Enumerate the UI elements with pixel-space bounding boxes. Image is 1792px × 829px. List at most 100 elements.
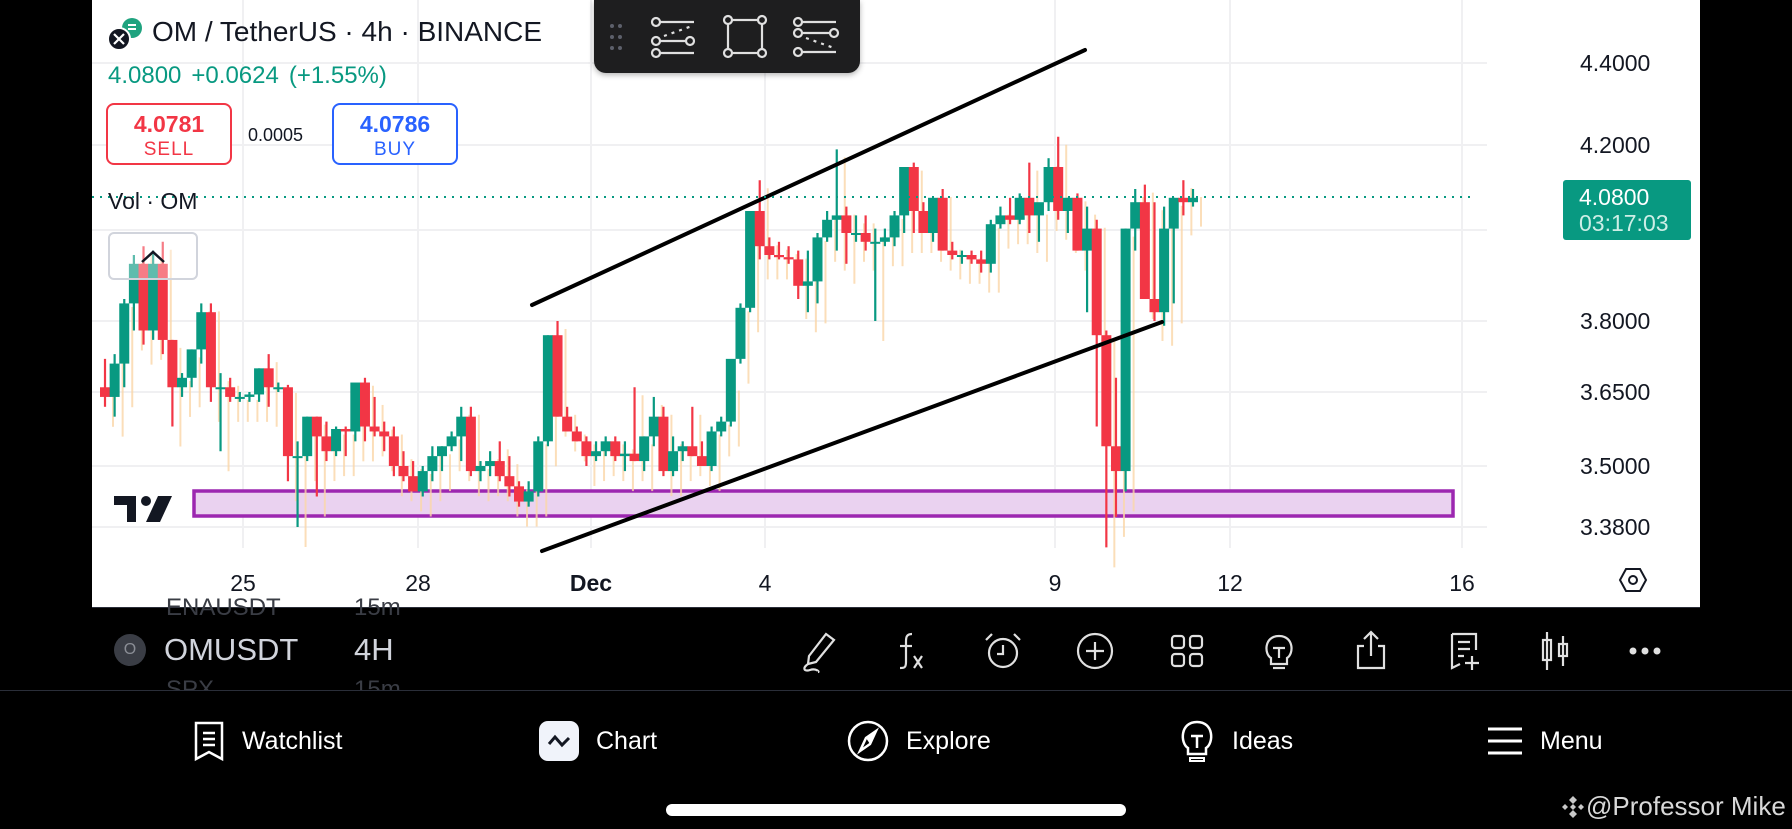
candle-body[interactable] (1005, 215, 1016, 220)
more-options-icon[interactable] (1622, 628, 1668, 674)
candle-body[interactable] (793, 259, 804, 286)
drag-handle-icon[interactable] (608, 22, 624, 52)
candle-body[interactable] (157, 263, 168, 340)
candle-body[interactable] (658, 416, 669, 472)
candle-body[interactable] (687, 446, 698, 457)
candle-body[interactable] (1014, 197, 1025, 220)
candle-body[interactable] (639, 436, 650, 462)
candle-body[interactable] (205, 312, 216, 388)
ideas-lightbulb-icon[interactable] (1256, 628, 1302, 674)
candle-body[interactable] (225, 387, 236, 397)
candle-body[interactable] (311, 416, 322, 437)
candle-body[interactable] (822, 219, 833, 238)
candles-chart-type-icon[interactable] (1532, 628, 1578, 674)
candle-body[interactable] (302, 416, 313, 457)
candle-body[interactable] (1101, 335, 1112, 447)
candle-body[interactable] (331, 429, 342, 452)
candle-body[interactable] (282, 387, 293, 457)
channel-trendline[interactable] (530, 48, 1087, 307)
candle-body[interactable] (995, 215, 1006, 225)
candle-body[interactable] (119, 303, 130, 364)
candle-body[interactable] (735, 307, 746, 359)
add-note-icon[interactable] (1442, 628, 1488, 674)
candle-body[interactable] (1082, 228, 1093, 251)
candle-body[interactable] (851, 233, 862, 235)
nav-menu[interactable]: Menu (1486, 717, 1603, 765)
candle-body[interactable] (186, 349, 197, 378)
candle-body[interactable] (148, 263, 159, 331)
chart-canvas[interactable]: OM / TetherUS · 4h · BINANCE 4.0800 +0.06… (92, 0, 1700, 607)
draw-pen-icon[interactable] (796, 628, 842, 674)
candle-body[interactable] (802, 281, 813, 286)
volume-indicator-label[interactable]: Vol · OM (108, 188, 198, 214)
candle-body[interactable] (956, 255, 967, 257)
candle-body[interactable] (1130, 202, 1141, 229)
candle-body[interactable] (831, 215, 842, 220)
candle-body[interactable] (234, 396, 245, 399)
candle-body[interactable] (263, 368, 274, 388)
candle-body[interactable] (465, 416, 476, 472)
layout-grid-icon[interactable] (1164, 628, 1210, 674)
candle-body[interactable] (138, 263, 149, 331)
candle-body[interactable] (446, 436, 457, 447)
candle-body[interactable] (918, 211, 929, 233)
candle-body[interactable] (1062, 197, 1073, 211)
candle-body[interactable] (1091, 228, 1102, 336)
candle-body[interactable] (417, 471, 428, 492)
candle-body[interactable] (966, 255, 977, 260)
candle-body[interactable] (706, 431, 717, 466)
candle-body[interactable] (244, 394, 255, 397)
candle-body[interactable] (215, 387, 226, 390)
candlestick-chart[interactable] (92, 0, 1700, 607)
candle-body[interactable] (562, 416, 573, 432)
candle-body[interactable] (1149, 299, 1160, 313)
chart-title[interactable]: OM / TetherUS · 4h · BINANCE (152, 16, 543, 47)
candle-body[interactable] (485, 461, 496, 466)
candle-body[interactable] (177, 377, 188, 388)
candle-body[interactable] (388, 436, 399, 466)
candle-body[interactable] (879, 237, 890, 242)
candle-body[interactable] (350, 382, 361, 432)
candle-body[interactable] (947, 250, 958, 255)
candle-body[interactable] (504, 476, 515, 487)
candle-body[interactable] (1120, 228, 1131, 472)
candle-body[interactable] (754, 211, 765, 247)
candle-body[interactable] (716, 421, 727, 432)
candle-body[interactable] (591, 451, 602, 457)
candle-body[interactable] (475, 466, 486, 472)
candle-body[interactable] (610, 441, 621, 457)
candle-body[interactable] (292, 456, 303, 459)
candle-body[interactable] (937, 197, 948, 251)
nav-explore[interactable]: Explore (846, 717, 991, 765)
candle-body[interactable] (985, 224, 996, 264)
candle-body[interactable] (359, 382, 370, 427)
candle-body[interactable] (870, 241, 881, 244)
candle-body[interactable] (100, 387, 110, 397)
candle-body[interactable] (128, 263, 139, 304)
candle-body[interactable] (1053, 167, 1064, 211)
alarm-clock-icon[interactable] (980, 628, 1026, 674)
candle-body[interactable] (1110, 446, 1121, 472)
chart-settings-button[interactable] (1618, 567, 1648, 598)
candle-body[interactable] (514, 486, 525, 502)
candle-body[interactable] (860, 233, 871, 242)
nav-ideas[interactable]: Ideas (1178, 717, 1293, 765)
candle-body[interactable] (1024, 197, 1035, 216)
candle-body[interactable] (725, 358, 736, 422)
candle-body[interactable] (398, 466, 409, 477)
candle-body[interactable] (167, 339, 178, 388)
candle-body[interactable] (321, 436, 332, 452)
candle-body[interactable] (928, 197, 939, 233)
candle-body[interactable] (1072, 197, 1083, 251)
candle-body[interactable] (340, 429, 351, 432)
candle-body[interactable] (783, 257, 794, 260)
share-icon[interactable] (1348, 628, 1394, 674)
candle-body[interactable] (523, 491, 534, 502)
candle-body[interactable] (542, 335, 553, 442)
sell-button[interactable]: 4.0781 SELL (106, 103, 232, 165)
interval-selector[interactable]: 4H (354, 632, 394, 667)
candle-body[interactable] (552, 335, 563, 417)
candle-body[interactable] (1159, 228, 1170, 313)
candle-body[interactable] (889, 215, 900, 238)
candle-body[interactable] (745, 211, 756, 308)
